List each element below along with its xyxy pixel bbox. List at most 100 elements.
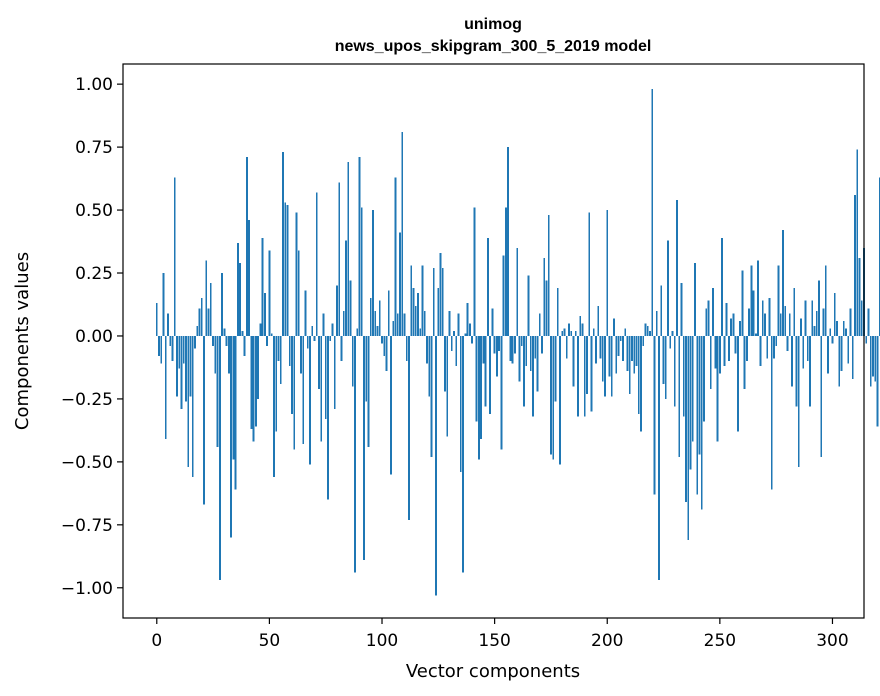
bar-265	[752, 290, 755, 336]
bar-27	[216, 335, 219, 447]
bar-230	[673, 335, 676, 407]
bar-304	[840, 335, 843, 372]
bar-234	[682, 335, 685, 417]
chart-title: unimog	[464, 16, 522, 33]
bar-260	[741, 270, 744, 336]
bar-252	[723, 335, 726, 367]
bar-59	[288, 335, 291, 367]
y-axis-label: Components values	[12, 252, 33, 430]
bar-218	[646, 325, 649, 336]
bar-116	[417, 293, 419, 336]
bar-168	[534, 335, 537, 359]
bar-28	[218, 335, 221, 581]
bar-48	[263, 293, 266, 336]
bar-181	[563, 328, 566, 336]
bar-69	[311, 325, 314, 336]
bar-308	[849, 308, 852, 336]
bar-169	[536, 335, 539, 392]
bar-18	[196, 325, 199, 336]
bar-9	[176, 335, 178, 397]
bar-40	[245, 157, 248, 336]
bar-245	[707, 300, 710, 336]
bar-138	[466, 303, 469, 336]
bar-42	[250, 335, 253, 430]
y-tick-label: −0.25	[61, 390, 113, 410]
bar-2	[160, 335, 163, 364]
x-axis-ticks: 0 50 100 150 200 250 300	[151, 618, 849, 651]
bar-63	[297, 250, 300, 336]
bar-188	[579, 315, 582, 336]
bar-73	[320, 335, 323, 442]
bar-182	[565, 335, 568, 359]
bar-76	[327, 335, 329, 500]
bar-29	[221, 273, 223, 336]
bar-203	[613, 318, 615, 336]
bar-269	[761, 300, 764, 336]
bar-249	[716, 335, 719, 442]
bar-273	[770, 335, 773, 490]
y-tick-label: 0.00	[75, 327, 113, 347]
bar-32	[227, 335, 230, 374]
bar-220	[651, 89, 654, 336]
bar-22	[205, 260, 208, 336]
bar-141	[473, 207, 476, 336]
bar-72	[318, 335, 320, 389]
bar-214	[637, 335, 640, 415]
bar-184	[570, 330, 573, 336]
y-tick-label: 0.75	[75, 138, 113, 158]
bar-285	[797, 335, 800, 467]
bar-171	[541, 335, 543, 354]
bar-173	[545, 280, 548, 336]
bar-34	[232, 335, 235, 460]
bar-213	[635, 335, 638, 367]
bar-276	[777, 265, 780, 336]
bar-253	[725, 303, 728, 336]
bar-151	[495, 335, 498, 377]
bar-305	[842, 320, 845, 336]
bar-313	[860, 300, 863, 336]
bar-127	[441, 267, 444, 336]
bar-120	[426, 335, 428, 364]
bar-306	[845, 328, 847, 336]
bar-117	[419, 328, 422, 336]
bar-226	[664, 335, 667, 399]
bar-152	[498, 335, 501, 352]
bars-group	[155, 89, 880, 596]
bar-225	[662, 335, 665, 384]
bar-50	[268, 250, 271, 336]
bar-290	[809, 335, 811, 407]
bar-243	[703, 335, 705, 422]
bar-121	[428, 335, 431, 397]
bar-194	[592, 328, 595, 336]
bar-241	[698, 335, 701, 455]
bar-248	[714, 335, 717, 369]
bar-133	[455, 335, 458, 367]
bar-123	[432, 267, 435, 336]
bar-83	[342, 310, 345, 336]
y-axis-ticks: 1.00 0.75 0.50 0.25 0.00 −0.25 −0.50 −0.75 −1.00	[61, 75, 123, 599]
bar-94	[367, 335, 370, 447]
bar-163	[523, 335, 525, 407]
bar-132	[453, 330, 455, 336]
bar-131	[450, 335, 453, 352]
bar-231	[676, 199, 678, 336]
bar-64	[300, 335, 302, 374]
bar-207	[622, 335, 624, 362]
bar-240	[696, 335, 699, 495]
bar-25	[212, 335, 214, 347]
bar-11	[180, 335, 183, 409]
bar-295	[820, 335, 823, 457]
bar-291	[811, 300, 814, 336]
bar-98	[376, 325, 379, 336]
bar-233	[680, 283, 683, 336]
bar-4	[164, 335, 167, 440]
y-tick-label: −1.00	[61, 579, 113, 599]
bar-110	[403, 313, 406, 336]
bar-161	[518, 335, 521, 382]
bar-47	[261, 237, 264, 336]
bar-185	[572, 335, 575, 387]
bar-35	[234, 335, 237, 490]
bar-126	[439, 252, 442, 336]
y-tick-label: 0.25	[75, 264, 113, 284]
bar-315	[865, 335, 868, 344]
